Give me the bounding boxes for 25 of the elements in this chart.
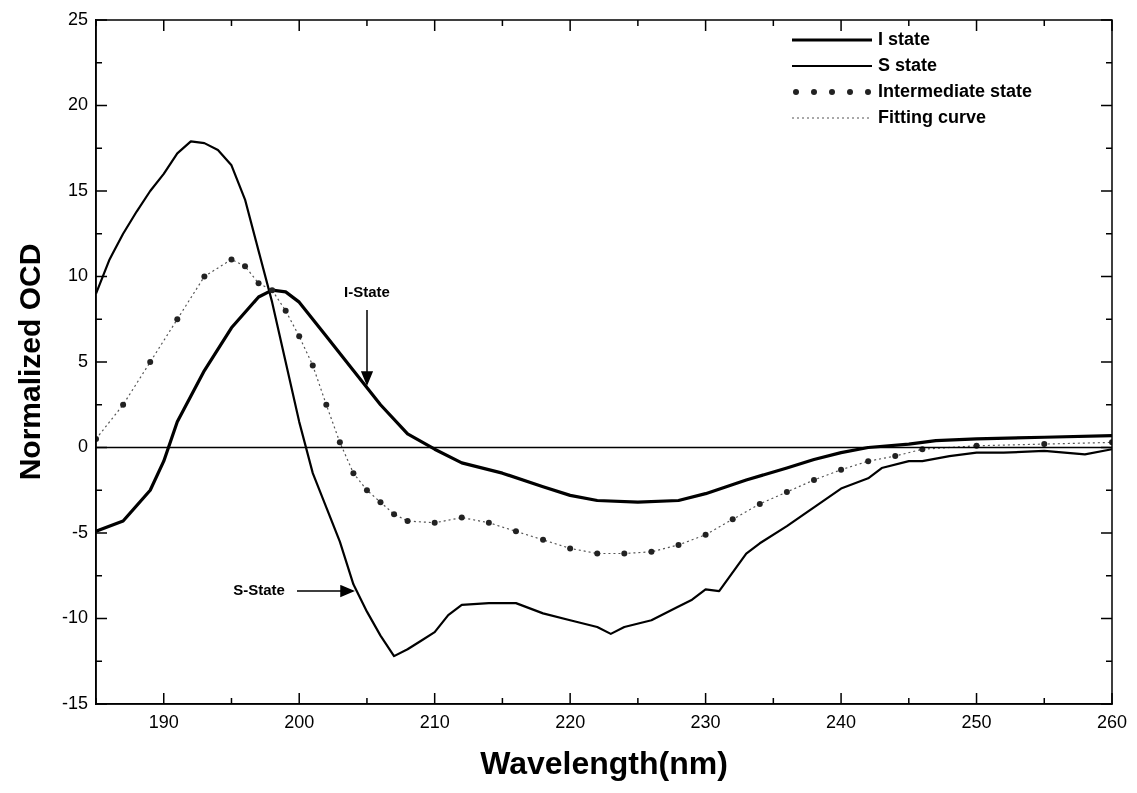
y-tick-label: -10 bbox=[62, 607, 89, 628]
x-tick-label: 190 bbox=[148, 711, 179, 732]
legend-label: I state bbox=[878, 28, 931, 49]
y-tick-label: 0 bbox=[78, 436, 89, 457]
y-tick-label: 20 bbox=[67, 94, 89, 115]
y-axis-title: Normalized OCD bbox=[13, 243, 47, 481]
x-tick-label: 220 bbox=[555, 711, 586, 732]
x-tick-label: 230 bbox=[690, 711, 721, 732]
x-tick-label: 210 bbox=[419, 711, 450, 732]
annotation: S-State bbox=[233, 581, 285, 599]
y-tick-label: -5 bbox=[72, 521, 89, 542]
y-tick-label: 15 bbox=[67, 179, 89, 200]
x-axis-title: Wavelength(nm) bbox=[480, 744, 728, 781]
x-tick-label: 250 bbox=[961, 711, 992, 732]
y-tick-label: -15 bbox=[62, 692, 89, 713]
legend-label: Fitting curve bbox=[878, 106, 987, 127]
x-tick-label: 260 bbox=[1096, 711, 1128, 732]
x-tick-label: 200 bbox=[284, 711, 315, 732]
y-tick-label: 25 bbox=[67, 8, 89, 29]
annotation: I-State bbox=[344, 282, 390, 300]
x-tick-label: 240 bbox=[826, 711, 857, 732]
y-tick-label: 10 bbox=[67, 265, 89, 286]
legend-label: Intermediate state bbox=[878, 80, 1033, 101]
legend-label: S state bbox=[878, 54, 938, 75]
y-tick-label: 5 bbox=[78, 350, 89, 371]
